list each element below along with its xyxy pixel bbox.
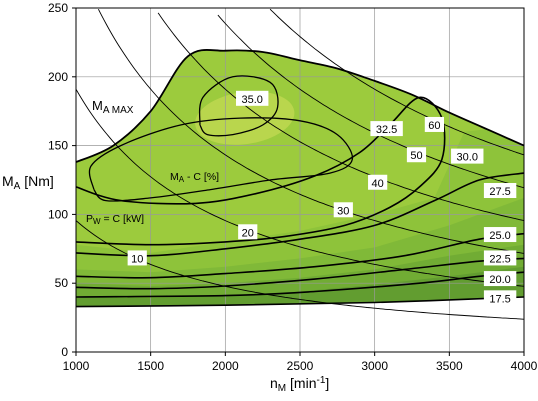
efficiency-contour <box>76 232 524 279</box>
efficiency-contour <box>76 271 524 298</box>
svg-text:30.0: 30.0 <box>457 152 478 164</box>
power-hyperbola-10 <box>76 220 524 320</box>
power-label-50: 50 <box>406 147 427 163</box>
efficiency-label-35.0: 35.0 <box>236 90 269 106</box>
power-hyperbola-20 <box>76 88 524 287</box>
svg-text:27.5: 27.5 <box>489 186 510 198</box>
efficiency-contour <box>76 172 524 257</box>
x-tick-label: 3000 <box>361 359 388 373</box>
max-torque-label: MA MAX <box>92 98 134 116</box>
x-tick-label: 4000 <box>511 359 538 373</box>
svg-text:35.0: 35.0 <box>242 94 263 106</box>
efficiency-band <box>76 266 524 307</box>
svg-text:20: 20 <box>242 227 254 239</box>
x-tick-label: 2000 <box>212 359 239 373</box>
power-hyperbola-30 <box>97 8 524 254</box>
efficiency-contour-legend: MA - C [%] <box>170 171 219 184</box>
x-tick-label: 3500 <box>436 359 463 373</box>
svg-text:30: 30 <box>337 205 349 217</box>
svg-text:60: 60 <box>428 120 440 132</box>
power-label-20: 20 <box>238 224 258 240</box>
x-tick-label: 2500 <box>287 359 314 373</box>
svg-text:32.5: 32.5 <box>376 124 397 136</box>
efficiency-contour-35 <box>198 75 279 137</box>
efficiency-label-30.0: 30.0 <box>451 148 484 164</box>
x-axis-title: nM [min-1] <box>270 375 329 394</box>
efficiency-label-17.5: 17.5 <box>483 290 517 306</box>
svg-text:17.5: 17.5 <box>489 293 510 305</box>
y-tick-label: 200 <box>48 70 68 84</box>
efficiency-label-32.5: 32.5 <box>370 121 403 137</box>
y-tick-label: 0 <box>61 345 68 359</box>
y-tick-label: 50 <box>55 276 69 290</box>
svg-text:25.0: 25.0 <box>489 230 510 242</box>
power-hyperbola-legend: PW = C [kW] <box>86 213 144 226</box>
power-label-30: 30 <box>333 202 353 218</box>
max-torque-curve <box>76 48 524 163</box>
power-hyperbola-60 <box>269 8 524 156</box>
efficiency-contour <box>76 296 524 308</box>
efficiency-label-20.0: 20.0 <box>483 271 517 287</box>
efficiency-contour-32_5 <box>88 117 354 202</box>
power-label-10: 10 <box>127 250 147 266</box>
axis-ticks: 1000 1500 2000 2500 3000 3500 4000 0 50 100 150 200… <box>48 1 538 373</box>
svg-text:22.5: 22.5 <box>489 253 510 265</box>
svg-text:40: 40 <box>372 178 384 190</box>
y-tick-label: 100 <box>48 207 68 221</box>
contour-labels: 10 20 30 40 50 60 17.5 20.0 22.5 25.0 27.5 30.0 32.5… <box>127 90 517 306</box>
svg-text:20.0: 20.0 <box>489 274 510 286</box>
efficiency-label-22.5: 22.5 <box>483 250 517 266</box>
power-label-60: 60 <box>424 116 444 132</box>
power-label-40: 40 <box>368 174 388 190</box>
efficiency-contour <box>76 257 524 290</box>
y-tick-label: 150 <box>48 139 68 153</box>
y-tick-label: 250 <box>48 1 68 15</box>
efficiency-label-27.5: 27.5 <box>483 183 517 199</box>
svg-text:10: 10 <box>131 253 143 265</box>
x-tick-label: 1500 <box>137 359 164 373</box>
y-axis-title: MA [Nm] <box>2 173 54 192</box>
efficiency-label-25.0: 25.0 <box>483 227 517 243</box>
x-tick-label: 1000 <box>63 359 90 373</box>
svg-text:50: 50 <box>410 150 422 162</box>
